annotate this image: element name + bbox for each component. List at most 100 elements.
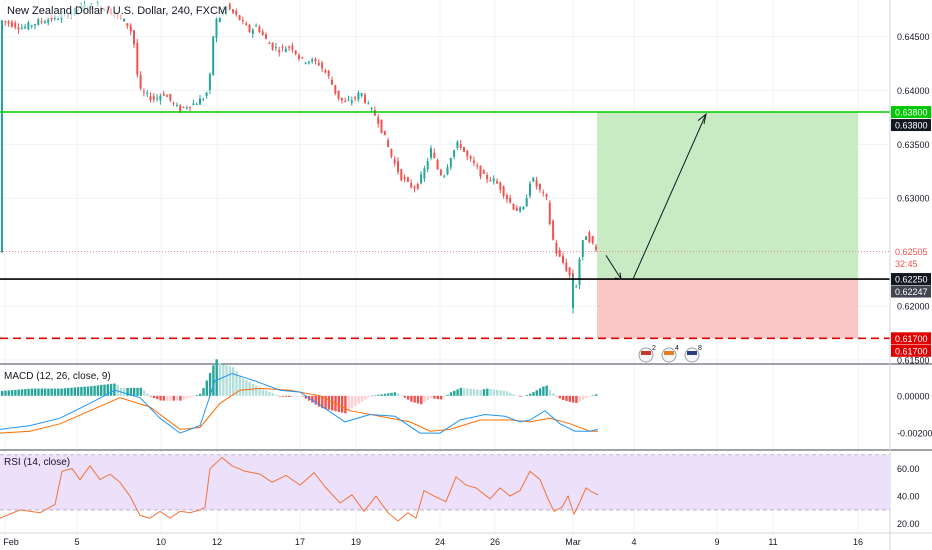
macd-histogram-bar (591, 395, 595, 396)
candle-body (265, 34, 267, 39)
macd-histogram-bar (50, 388, 53, 396)
target-box-badge: 0.63800 (895, 121, 928, 131)
macd-histogram-bar (268, 391, 271, 396)
candle-body (525, 197, 528, 207)
candle-body (436, 160, 439, 170)
candle-body (578, 258, 581, 285)
candle-body (380, 119, 383, 133)
candle-body (284, 48, 287, 53)
entry-line-badge: 0.62250 (895, 275, 928, 285)
candle-body (568, 267, 571, 276)
macd-histogram-bar (103, 384, 106, 396)
macd-histogram-bar (377, 394, 380, 396)
macd-histogram-bar (502, 390, 505, 396)
macd-signal-line (0, 387, 598, 434)
macd-histogram-bar (522, 395, 525, 397)
macd-histogram-bar (578, 395, 581, 402)
candle-body (40, 21, 43, 23)
stop-line-badge-bg (891, 332, 931, 345)
macd-histogram-bar (93, 385, 96, 396)
candle-body (337, 90, 340, 99)
macd-histogram-bar (17, 389, 20, 396)
macd-histogram-bar (291, 395, 294, 397)
candle-body (258, 26, 261, 32)
loss-zone (597, 279, 858, 339)
time-tick-label: 16 (853, 537, 863, 547)
macd-histogram-bar (162, 395, 166, 401)
time-tick-label: 4 (631, 537, 636, 547)
candle-body (126, 23, 129, 27)
macd-histogram-bar (542, 386, 545, 396)
event-flag-stripe (687, 351, 697, 355)
candle-body (453, 150, 456, 157)
macd-histogram-bar (20, 389, 24, 396)
candle-body (212, 36, 215, 75)
macd-histogram-bar (149, 395, 152, 397)
candle-body (261, 31, 264, 35)
macd-histogram-bar (298, 395, 301, 397)
macd-histogram-bar (30, 388, 34, 396)
candle-body (159, 95, 162, 101)
macd-histogram-bar (340, 395, 344, 413)
target-box-badge-bg (891, 119, 931, 132)
macd-histogram-bar (420, 395, 423, 405)
candle-body (529, 183, 531, 196)
macd-histogram-bar (133, 387, 136, 396)
macd-histogram-bar (364, 395, 367, 400)
macd-histogram-bar (321, 395, 324, 409)
candle-body (24, 26, 27, 29)
macd-histogram-bar (182, 395, 185, 400)
candle-body (350, 100, 353, 103)
macd-histogram-bar (255, 385, 258, 396)
candle-body (304, 62, 307, 64)
macd-histogram-bar (387, 393, 390, 396)
candle-body (278, 50, 281, 53)
candle-body (479, 165, 482, 177)
candle-body (595, 246, 597, 250)
macd-histogram-bar (581, 395, 585, 400)
macd-histogram-bar (7, 390, 10, 396)
candle-body (423, 168, 426, 179)
candle-body (14, 22, 17, 28)
candle-body (439, 169, 442, 176)
candle-body (307, 61, 310, 63)
current-price-badge: 0.62505 (895, 247, 928, 257)
macd-histogram-bar (423, 395, 426, 403)
macd-histogram-bar (512, 394, 515, 396)
candle-body (205, 92, 208, 97)
candle-body (324, 70, 327, 73)
candle-body (354, 97, 357, 99)
price-tick-label: 0.64500 (897, 32, 930, 42)
candle-body (410, 182, 413, 188)
symbol-title: New Zealand Dollar / U.S. Dollar, 240, F… (5, 4, 230, 18)
candle-body (139, 74, 142, 89)
macd-histogram-bar (529, 393, 532, 396)
time-tick-label: 24 (435, 537, 445, 547)
stop-box-badge-bg (891, 344, 931, 357)
candle-body (469, 156, 472, 159)
candle-body (492, 178, 495, 182)
macd-histogram-bar (337, 395, 340, 412)
candle-body (235, 10, 238, 15)
candle-body (344, 100, 347, 103)
macd-histogram-bar (479, 389, 482, 396)
macd-histogram-bar (436, 395, 439, 400)
macd-histogram-bar (67, 387, 70, 396)
macd-histogram-bar (241, 378, 245, 396)
candle-body (255, 25, 258, 27)
macd-histogram-bar (73, 387, 76, 396)
stop-line-badge: 0.61700 (895, 334, 928, 344)
entry-line-badge-bg (891, 273, 931, 286)
candle-body (555, 242, 558, 254)
macd-histogram-bar (443, 395, 446, 398)
macd-histogram-bar (109, 383, 113, 396)
candle-body (199, 98, 201, 105)
macd-histogram-bar (185, 395, 189, 399)
candle-body (4, 21, 7, 23)
macd-histogram-bar (373, 395, 377, 396)
macd-histogram-bar (585, 395, 588, 399)
candle-body (245, 23, 248, 26)
macd-histogram-bar (476, 389, 479, 396)
macd-histogram-bar (459, 387, 463, 396)
